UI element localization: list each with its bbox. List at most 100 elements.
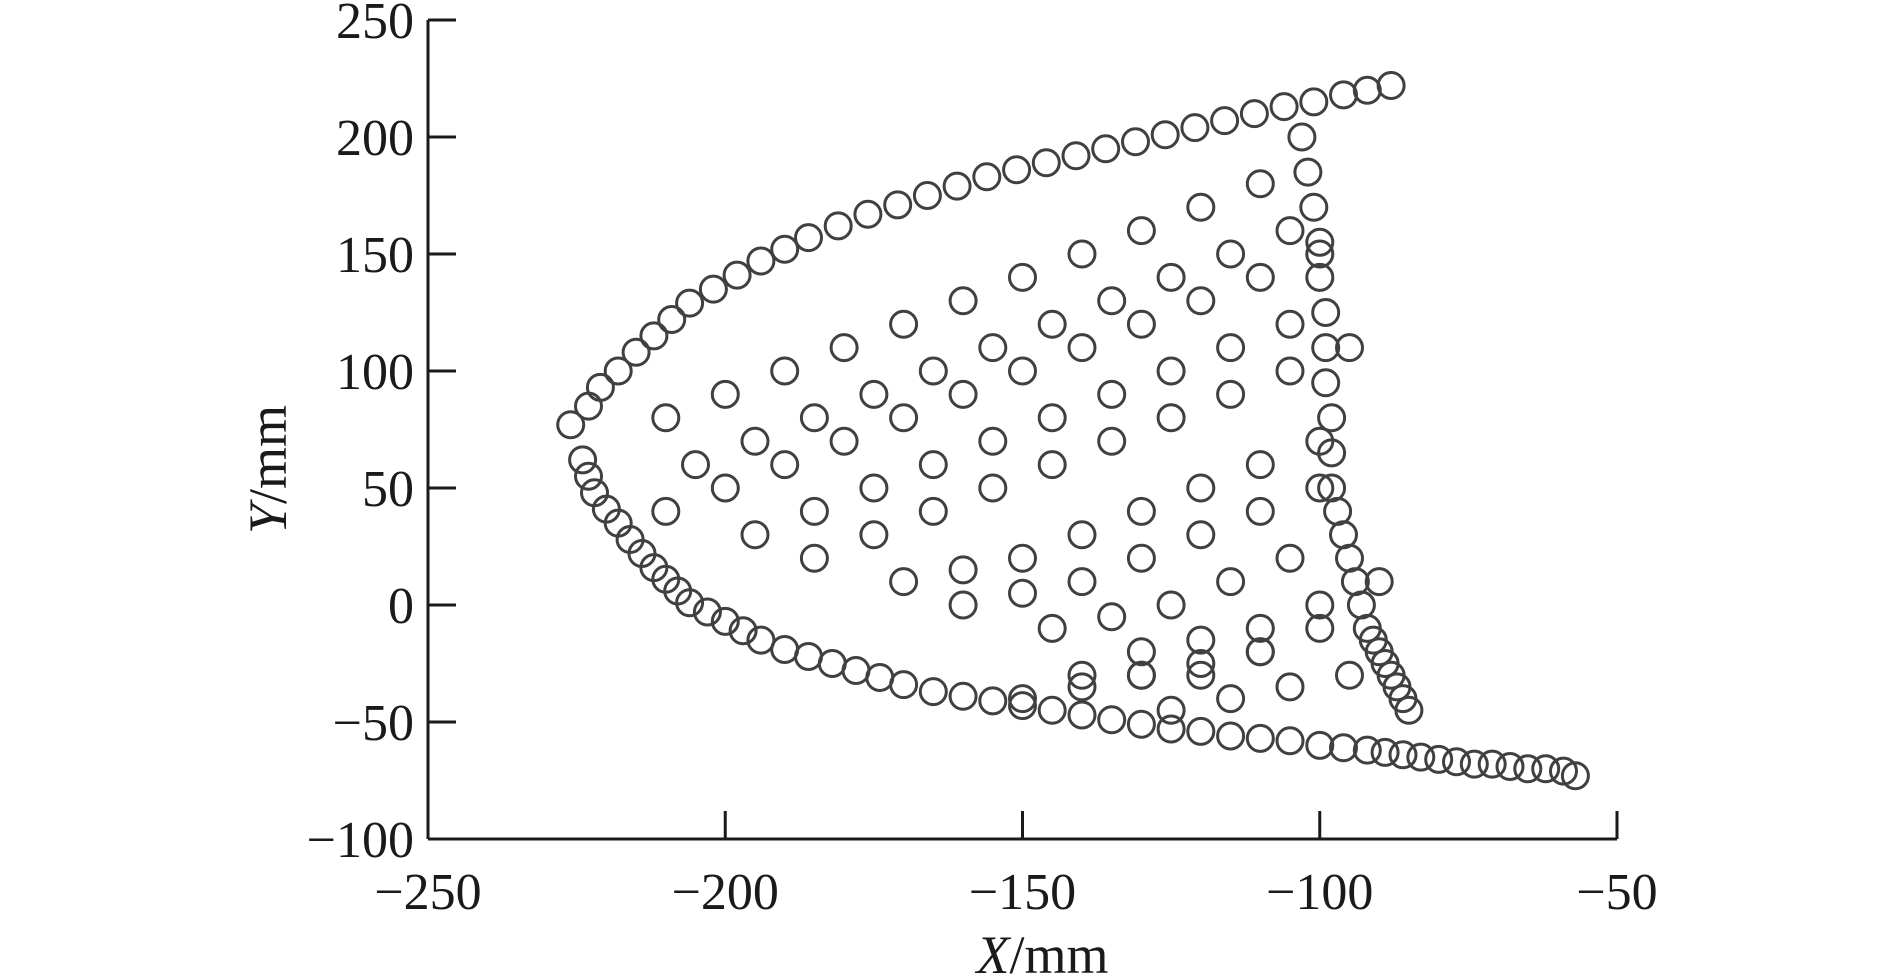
data-point: [574, 391, 603, 421]
data-point: [1186, 660, 1216, 690]
x-tick-label: −150: [969, 864, 1076, 921]
data-point: [948, 379, 978, 409]
y-tick-label: 50: [362, 461, 414, 518]
data-point: [692, 597, 722, 627]
data-point: [1008, 684, 1037, 714]
data-point: [1067, 520, 1097, 550]
data-point: [1156, 356, 1186, 386]
data-point: [1067, 672, 1097, 702]
data-point: [948, 681, 978, 711]
data-point: [1495, 752, 1525, 781]
data-point: [978, 686, 1008, 716]
data-point: [1239, 99, 1269, 129]
data-point: [1156, 695, 1186, 725]
data-point: [1317, 403, 1347, 433]
data-point: [657, 305, 687, 334]
data-point: [1388, 740, 1418, 770]
data-point: [1067, 660, 1097, 690]
y-axis-title: Y/mm: [238, 405, 298, 534]
data-point: [568, 445, 598, 475]
data-point: [1067, 700, 1097, 730]
data-point: [1275, 309, 1305, 339]
data-point: [978, 333, 1008, 363]
data-point: [978, 473, 1008, 503]
data-point: [1126, 637, 1156, 667]
data-point: [1245, 723, 1275, 753]
data-point: [585, 372, 615, 402]
data-point: [1245, 450, 1275, 480]
data-point: [972, 162, 1002, 192]
data-point: [1311, 333, 1341, 363]
data-point: [651, 496, 681, 526]
data-point: [1323, 496, 1353, 526]
data-point: [1067, 239, 1097, 269]
data-point: [1275, 726, 1305, 756]
data-point: [918, 356, 948, 386]
data-point: [829, 333, 859, 363]
data-point: [1008, 543, 1037, 573]
data-point: [1269, 92, 1299, 122]
data-point: [651, 403, 681, 433]
data-point: [1335, 333, 1364, 363]
y-tick-label: 250: [336, 0, 414, 50]
data-point: [675, 288, 705, 318]
data-point: [1216, 333, 1246, 363]
data-point: [1305, 613, 1335, 643]
data-point: [889, 403, 919, 433]
data-point: [1186, 192, 1216, 222]
y-tick-label: −100: [307, 812, 414, 869]
data-point: [1245, 169, 1275, 199]
x-axis-unit: /mm: [1009, 925, 1108, 980]
y-axis-unit: /mm: [238, 405, 298, 504]
data-point: [1186, 716, 1216, 746]
data-point: [770, 234, 800, 264]
data-points: [556, 71, 1590, 791]
data-point: [1067, 333, 1097, 363]
data-point: [1305, 239, 1335, 269]
data-point: [1037, 613, 1067, 643]
data-point: [1299, 192, 1329, 222]
data-point: [853, 199, 883, 229]
data-point: [1002, 155, 1032, 185]
data-point: [883, 190, 913, 220]
data-point: [722, 260, 752, 290]
data-point: [1376, 71, 1406, 100]
data-point: [1008, 691, 1037, 721]
data-point: [1121, 127, 1150, 157]
data-point: [799, 543, 829, 573]
x-tick-label: −200: [672, 864, 779, 921]
data-point: [710, 379, 740, 409]
data-point: [1299, 87, 1329, 117]
data-point: [1329, 520, 1358, 550]
data-point: [698, 274, 728, 304]
data-point: [1364, 567, 1394, 597]
data-point: [1008, 262, 1037, 292]
data-point: [942, 171, 972, 201]
data-point: [1008, 578, 1037, 608]
data-point: [1097, 426, 1127, 456]
data-point: [1037, 309, 1067, 339]
data-point: [1037, 450, 1067, 480]
x-tick-label: −50: [1576, 864, 1657, 921]
data-point: [1305, 426, 1335, 456]
data-point: [1031, 148, 1061, 178]
data-point: [770, 635, 800, 664]
data-point: [1305, 262, 1335, 292]
data-point: [1126, 543, 1156, 573]
data-point: [770, 450, 800, 480]
data-point: [740, 520, 770, 550]
data-point: [1311, 368, 1341, 398]
data-point: [1305, 473, 1335, 503]
data-point: [740, 426, 770, 456]
y-axis-ticks: −100 −50 0 50 100 150 200 250: [307, 0, 456, 869]
data-point: [1037, 695, 1067, 725]
data-point: [1275, 216, 1305, 246]
data-point: [728, 616, 758, 646]
data-point: [1305, 730, 1335, 760]
data-point: [1186, 286, 1216, 316]
data-point: [1560, 761, 1590, 791]
data-point: [889, 567, 919, 597]
data-point: [574, 461, 603, 491]
data-point: [948, 286, 978, 316]
data-point: [1275, 543, 1305, 573]
